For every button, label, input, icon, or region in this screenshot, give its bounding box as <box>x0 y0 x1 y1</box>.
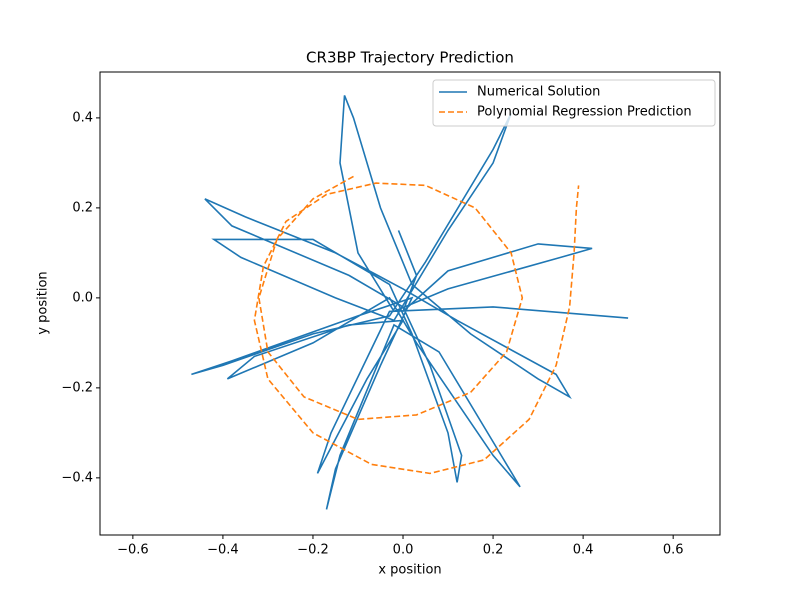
legend-box <box>432 79 716 127</box>
x-axis-label: x position <box>378 563 441 578</box>
x-tick-label: −0.2 <box>297 543 329 558</box>
y-tick-label: −0.4 <box>61 470 93 485</box>
y-tick-label: 0.2 <box>72 200 93 215</box>
trajectory-line <box>191 95 629 510</box>
x-tick-label: 0.0 <box>393 543 414 558</box>
chart-title: CR3BP Trajectory Prediction <box>306 49 514 67</box>
axes-frame <box>99 71 721 536</box>
y-tick-label: 0.0 <box>72 290 93 305</box>
y-tick-label: 0.4 <box>72 110 93 125</box>
x-tick-label: −0.4 <box>207 543 239 558</box>
x-tick-label: 0.4 <box>573 543 594 558</box>
legend-label: Numerical Solution <box>477 85 600 100</box>
x-tick-label: 0.6 <box>663 543 684 558</box>
legend-label: Polynomial Regression Prediction <box>477 105 692 120</box>
x-tick-label: 0.2 <box>483 543 504 558</box>
trajectory-line <box>253 175 580 475</box>
y-tick-label: −0.2 <box>61 380 93 395</box>
x-tick-label: −0.6 <box>117 543 149 558</box>
y-axis-label: y position <box>36 271 51 334</box>
